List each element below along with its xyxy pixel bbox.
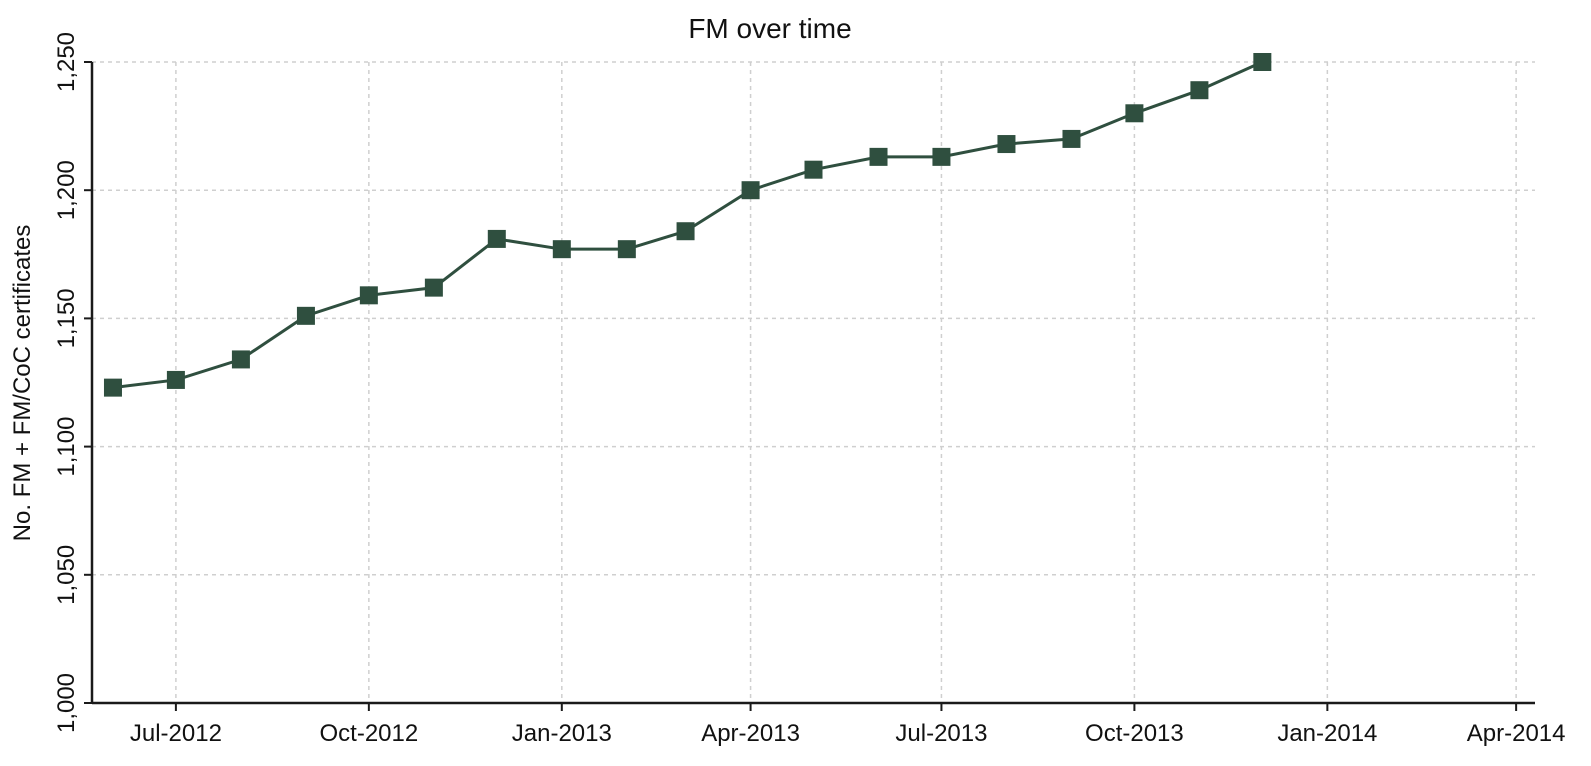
axes: 1,000 1,050 1,100 1,150 1,200 1,250 Jul-2012 Oc… — [53, 32, 1565, 747]
x-tick-label: Jul-2012 — [130, 720, 222, 747]
data-point-marker — [932, 147, 951, 166]
data-point-marker — [1190, 81, 1209, 100]
chart-title: FM over time — [688, 13, 851, 44]
x-tick-label: Apr-2013 — [701, 720, 800, 747]
data-point-marker — [359, 286, 378, 305]
data-point-marker — [487, 229, 506, 248]
x-tick-label: Apr-2014 — [1467, 720, 1566, 747]
y-tick-label: 1,150 — [53, 288, 80, 348]
data-point-marker — [676, 222, 695, 241]
y-tick-label: 1,000 — [53, 673, 80, 733]
data-point-marker — [617, 240, 636, 259]
y-tick-label: 1,050 — [53, 545, 80, 605]
y-tick-label: 1,100 — [53, 417, 80, 477]
data-point-marker — [869, 147, 888, 166]
x-tick-label: Oct-2012 — [319, 720, 418, 747]
data-point-marker — [424, 278, 443, 297]
data-point-marker — [1062, 129, 1081, 148]
y-tick-label: 1,200 — [53, 160, 80, 220]
data-point-marker — [552, 240, 571, 259]
data-point-marker — [296, 306, 315, 325]
data-point-marker — [103, 378, 122, 397]
x-tick-label: Jul-2013 — [895, 720, 987, 747]
data-point-marker — [1253, 53, 1272, 71]
y-axis-label: No. FM + FM/CoC certificates — [9, 225, 36, 542]
data-point-marker — [997, 135, 1016, 154]
data-point-marker — [231, 350, 250, 369]
data-point-marker — [1125, 104, 1144, 123]
x-tick-label: Jan-2013 — [512, 720, 612, 747]
data-point-marker — [741, 181, 760, 200]
x-tick-label: Jan-2014 — [1277, 720, 1377, 747]
grid-lines — [92, 61, 1535, 703]
x-tick-label: Oct-2013 — [1085, 720, 1184, 747]
series-layer — [103, 53, 1272, 397]
data-point-marker — [166, 370, 185, 389]
y-tick-label: 1,250 — [53, 32, 80, 92]
data-point-marker — [804, 160, 823, 179]
